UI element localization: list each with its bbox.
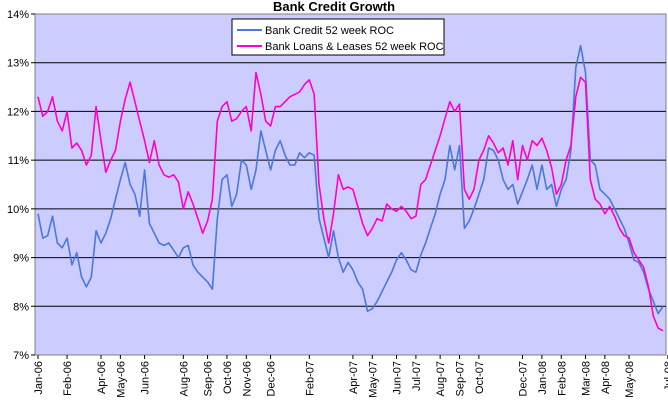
y-tick-label: 8% xyxy=(13,301,29,313)
series-lines xyxy=(37,44,664,332)
x-tick-label: Apr-07 xyxy=(348,361,360,394)
y-axis: 7% 8% 9% 10% 11% 12% 13% 14% xyxy=(7,9,35,362)
x-tick-label: Jun-07 xyxy=(392,361,404,395)
x-tick-label: Feb-07 xyxy=(304,361,316,396)
x-tick-label: Dec-06 xyxy=(266,361,278,396)
x-tick-label: Jul-07 xyxy=(411,361,423,391)
legend: Bank Credit 52 week ROC Bank Loans & Lea… xyxy=(231,18,445,56)
x-tick-label: Jun-06 xyxy=(140,361,152,395)
y-tick-label: 9% xyxy=(13,253,29,265)
x-tick-label: Oct-07 xyxy=(474,361,486,394)
x-tick-label: Feb-08 xyxy=(556,361,568,396)
x-tick-label: Mar-08 xyxy=(580,361,592,396)
y-tick-label: 11% xyxy=(8,155,29,167)
x-tick-label: May-06 xyxy=(115,361,127,398)
y-tick-label: 10% xyxy=(7,204,29,216)
chart-title: Bank Credit Growth xyxy=(273,0,395,14)
x-tick-label: May-08 xyxy=(624,361,636,398)
legend-box xyxy=(231,18,445,56)
series-line-bank-credit xyxy=(37,44,664,315)
x-tick-label: Sep-06 xyxy=(203,361,215,396)
legend-label-bank-loans: Bank Loans & Leases 52 week ROC xyxy=(265,41,444,53)
x-tick-label: Dec-07 xyxy=(517,361,529,396)
y-tick-label: 7% xyxy=(13,350,29,362)
y-tick-label: 13% xyxy=(7,58,29,70)
x-tick-label: Apr-06 xyxy=(96,361,108,394)
x-tick-label: Feb-06 xyxy=(62,361,74,396)
x-tick-label: Sep-07 xyxy=(455,361,467,396)
y-tick-label: 12% xyxy=(7,106,29,118)
x-tick-label: Aug-07 xyxy=(435,361,447,396)
x-tick-label: Apr-08 xyxy=(600,361,612,394)
series-line-bank-loans xyxy=(37,71,664,332)
x-tick-label: Jan-06 xyxy=(33,361,45,395)
x-tick-label: Jan-08 xyxy=(537,361,549,395)
legend-label-bank-credit: Bank Credit 52 week ROC xyxy=(265,25,394,37)
x-tick-label: Aug-06 xyxy=(178,361,190,396)
x-tick-label: Nov-06 xyxy=(241,361,253,396)
x-tick-label: May-07 xyxy=(367,361,379,398)
y-tick-label: 14% xyxy=(7,9,29,21)
x-axis: Jan-06 Feb-06 Apr-06 May-06 Jun-06 Aug-06 Sep-… xyxy=(33,355,668,398)
x-tick-label: Jul-08 xyxy=(663,361,668,391)
x-tick-label: Oct-06 xyxy=(222,361,234,394)
